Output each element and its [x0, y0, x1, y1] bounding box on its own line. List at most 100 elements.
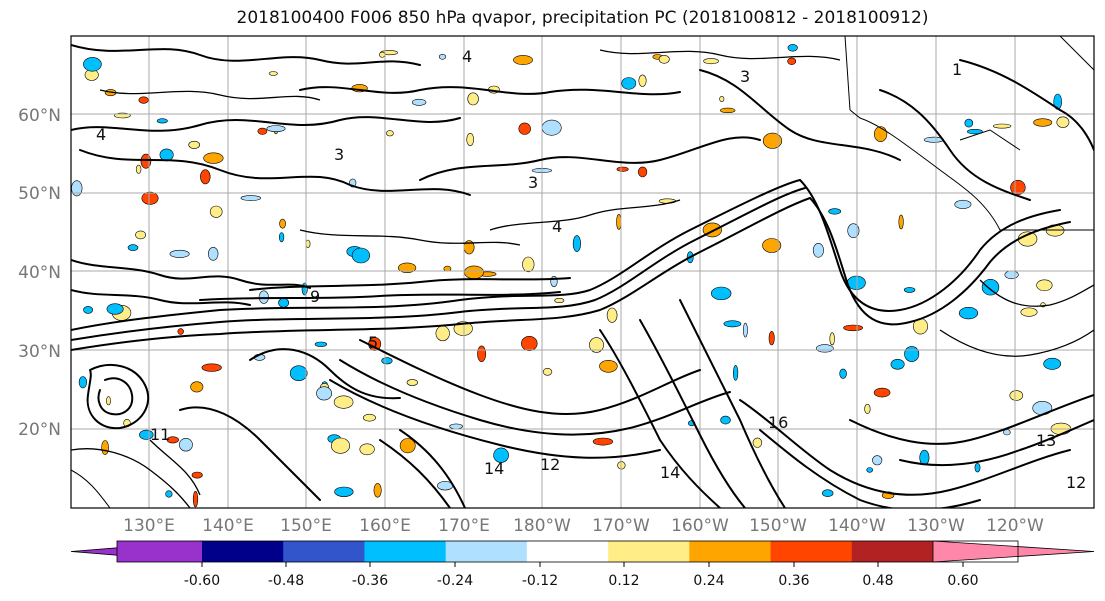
precip-anomaly-patch	[992, 123, 1012, 129]
precip-anomaly-patch	[762, 238, 782, 253]
precip-anomaly-patch	[201, 363, 222, 372]
precip-anomaly-patch	[1003, 429, 1011, 436]
precip-anomaly-patch	[188, 140, 200, 149]
precip-anomaly-patch	[449, 423, 463, 430]
precip-anomaly-patch	[279, 218, 286, 229]
precip-anomaly-patch	[305, 239, 311, 248]
precip-anomaly-patch	[1020, 307, 1038, 317]
precip-anomaly-patch	[493, 447, 509, 463]
contour-label: 1	[952, 60, 962, 79]
precip-anomaly-patch	[873, 126, 888, 143]
colorbar-swatch	[364, 541, 447, 562]
precip-anomaly-patch	[743, 322, 748, 338]
precip-anomaly-patch	[974, 463, 981, 473]
precip-anomaly-patch	[191, 471, 203, 479]
precip-anomaly-patch	[542, 367, 553, 376]
precip-anomaly-patch	[518, 122, 531, 135]
precip-anomaly-patch	[847, 223, 860, 238]
precip-anomaly-patch	[723, 320, 742, 328]
precip-anomaly-patch	[592, 437, 614, 446]
precip-anomaly-patch	[964, 118, 974, 128]
precip-anomaly-patch	[453, 321, 473, 336]
precip-anomaly-patch	[333, 395, 354, 409]
lon-label: 160°E	[359, 516, 411, 536]
precip-anomaly-patch	[599, 359, 618, 373]
precip-anomaly-patch	[362, 413, 376, 422]
precip-anomaly-patch	[359, 443, 375, 456]
precip-anomaly-patch	[373, 483, 382, 498]
precip-anomaly-patch	[1004, 270, 1019, 280]
precip-anomaly-patch	[334, 486, 354, 497]
precip-anomaly-patch	[864, 403, 871, 414]
lon-label: 130°E	[123, 516, 175, 536]
map-title: 2018100400 F006 850 hPa qvapor, precipit…	[236, 8, 929, 28]
precip-anomaly-patch	[829, 332, 835, 346]
precip-anomaly-patch	[752, 437, 763, 448]
precip-anomaly-patch	[106, 303, 124, 315]
map-frame	[70, 35, 1095, 509]
precip-anomaly-patch	[606, 307, 618, 323]
precip-anomaly-patch	[541, 119, 562, 136]
lon-label: 130°W	[907, 516, 965, 536]
precip-anomaly-patch	[467, 92, 479, 106]
colorbar-swatch	[202, 541, 284, 562]
colorbar-tick-label: -0.48	[268, 573, 304, 589]
precip-anomaly-patch	[101, 440, 109, 455]
precip-anomaly-patch	[719, 96, 725, 103]
precip-anomaly-patch	[720, 415, 731, 425]
precip-anomaly-patch	[967, 129, 983, 135]
lon-label: 180°W	[513, 516, 571, 536]
colorbar-tick-label: 0.48	[862, 573, 893, 589]
precip-anomaly-patch	[719, 107, 736, 113]
precip-anomaly-patch	[314, 341, 328, 347]
colorbar-tick-label: -0.12	[522, 573, 558, 589]
precip-anomaly-patch	[919, 449, 930, 466]
colorbar-swatch	[117, 541, 202, 562]
precip-anomaly-patch	[981, 279, 1000, 296]
precip-anomaly-patch	[839, 368, 847, 379]
colorbar-tick-label: -0.60	[184, 573, 220, 589]
precip-anomaly-patch	[159, 148, 174, 162]
precip-anomaly-patch	[266, 125, 286, 133]
lon-label: 170°E	[438, 516, 490, 536]
colorbar-tick-label: 0.60	[947, 573, 978, 589]
precip-anomaly-patch	[268, 71, 278, 76]
precip-anomaly-patch	[289, 365, 308, 382]
lon-label: 150°W	[749, 516, 807, 536]
colorbar-swatch	[445, 541, 528, 562]
precip-anomaly-patch	[812, 243, 824, 258]
precip-anomaly-patch	[141, 191, 159, 205]
precip-anomaly-patch	[787, 57, 797, 65]
precip-anomaly-patch	[958, 307, 979, 320]
colorbar-swatch	[770, 541, 853, 562]
precip-anomaly-patch	[821, 489, 834, 498]
precip-anomaly-patch	[386, 130, 394, 137]
lat-label: 20°N	[18, 420, 61, 440]
lat-label: 30°N	[18, 342, 61, 362]
precip-anomaly-patch	[898, 214, 904, 230]
contour-label: 4	[96, 125, 106, 144]
precip-anomaly-patch	[1043, 357, 1062, 370]
colorbar-swatches	[70, 540, 1095, 563]
precip-anomaly-patch	[621, 77, 637, 90]
colorbar-tick-label: 0.12	[608, 573, 639, 589]
precipitation-pc-shading	[71, 44, 1072, 508]
precip-anomaly-patch	[903, 287, 916, 293]
precip-anomaly-patch	[240, 195, 262, 201]
precip-anomaly-patch	[477, 345, 487, 362]
contour-label: 4	[552, 217, 562, 236]
colorbar-frame	[116, 540, 1019, 563]
precip-anomaly-patch	[399, 438, 416, 454]
precip-anomaly-patch	[954, 199, 972, 209]
contour-label: 5	[368, 333, 378, 352]
precip-anomaly-patch	[381, 357, 393, 365]
precip-anomaly-patch	[406, 379, 418, 386]
precip-anomaly-patch	[554, 297, 565, 303]
contour-label: 13	[1036, 431, 1056, 450]
precip-anomaly-patch	[843, 324, 864, 332]
colorbar-tick-labels: -0.60 -0.48 -0.36 -0.24 -0.12 0.12 0.24 …	[184, 573, 979, 589]
precip-anomaly-patch	[873, 387, 891, 398]
precip-anomaly-patch	[316, 386, 332, 401]
precip-anomaly-patch	[169, 249, 190, 258]
